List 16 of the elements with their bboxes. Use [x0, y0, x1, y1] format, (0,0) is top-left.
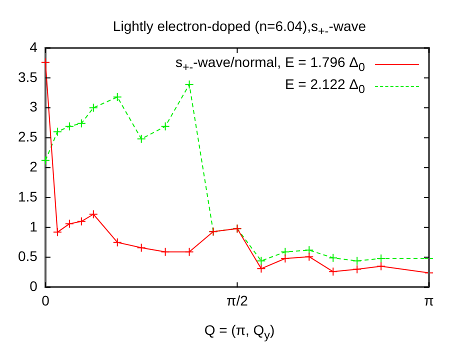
legend-label: s$_{+-}$-wave/normal, E = 1.796 Δ$_{0}$ [175, 54, 365, 76]
y-tick-label: 3 [30, 98, 38, 115]
x-axis-title: Q = (π, Q$_{y}$) [203, 322, 276, 342]
y-tick-label: 0.5 [18, 248, 38, 264]
x-tick-label: 0 [42, 292, 50, 308]
y-tick-label: 1 [30, 218, 38, 234]
chart-title: Lightly electron-doped (n=6.04),s$_{+-}$-wave [112, 18, 368, 38]
y-tick-label: 0 [30, 278, 38, 294]
x-tick-label: π [424, 292, 434, 308]
y-tick-label: 4 [30, 38, 38, 55]
legend-label: E = 2.122 Δ$_{0}$ [284, 76, 365, 98]
y-tick-label: 1.5 [18, 188, 38, 204]
y-tick-label: 3.5 [18, 68, 38, 85]
y-tick-label: 2 [30, 158, 38, 174]
x-tick-label: π/2 [226, 292, 248, 308]
y-tick-label: 2.5 [18, 128, 38, 145]
